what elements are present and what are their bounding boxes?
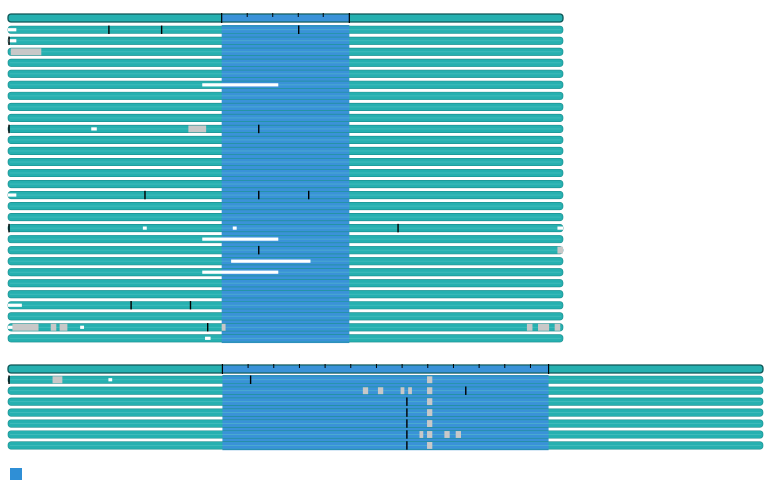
bottom-block-track-midline	[10, 390, 761, 392]
top-block-track-midline	[10, 238, 561, 240]
top-block-track-midline	[10, 326, 561, 328]
top-block-mismatch	[538, 323, 550, 331]
bottom-block-mismatch	[419, 431, 424, 438]
bottom-block-track-midline	[10, 423, 761, 424]
top-block-gap	[202, 270, 279, 274]
top-block-ruler-highlight	[221, 14, 350, 22]
top-block-track-midline	[10, 172, 561, 174]
top-block-track-midline	[10, 271, 561, 273]
top-block-gap	[557, 226, 563, 230]
bottom-block-mismatch	[52, 376, 63, 384]
top-block-mismatch	[221, 323, 226, 331]
top-block-gap	[231, 259, 311, 263]
bottom-block-track-midline	[10, 401, 761, 403]
top-block-track-midline	[10, 51, 561, 53]
top-block-gap	[8, 193, 17, 197]
top-block-track-midline	[10, 304, 561, 306]
top-block-mismatch	[526, 323, 533, 331]
bottom-block-mismatch	[408, 387, 412, 395]
top-block-track-midline	[10, 205, 561, 207]
top-block-track-midline	[10, 128, 561, 130]
top-block-mismatch	[50, 323, 57, 331]
bottom-block-gap	[108, 378, 113, 382]
top-block-gap	[202, 83, 279, 87]
top-block-gap	[202, 237, 279, 241]
top-block-gap	[8, 325, 13, 329]
bottom-block-mismatch	[427, 431, 433, 438]
top-block-track-midline	[10, 29, 561, 31]
top-block-gap	[8, 28, 17, 32]
bottom-block-mismatch	[427, 442, 433, 449]
top-block-gap	[232, 226, 237, 230]
bottom-block-track-midline	[10, 434, 761, 435]
top-block-gap	[80, 325, 85, 329]
top-block-track-midline	[10, 117, 561, 119]
top-block-track-midline	[10, 161, 561, 163]
top-block-track-midline	[10, 150, 561, 152]
bottom-block-mismatch	[427, 409, 433, 417]
top-block-gap	[91, 127, 97, 131]
top-block-mismatch	[10, 48, 42, 56]
bottom-block-mismatch	[427, 376, 433, 384]
bottom-block-mismatch	[427, 387, 433, 395]
top-block-track-midline	[10, 40, 561, 42]
bottom-block-mismatch	[377, 387, 384, 395]
top-block-gap	[205, 336, 211, 340]
bottom-block-ruler-highlight	[222, 365, 549, 373]
top-block-track-midline	[10, 106, 561, 108]
bottom-block-mismatch	[444, 431, 450, 438]
top-block-gap	[8, 303, 22, 307]
bottom-block-mismatch	[427, 420, 433, 427]
top-block-track-midline	[10, 249, 561, 251]
top-block-track-midline	[10, 194, 561, 196]
top-block-track-midline	[10, 139, 561, 141]
bottom-block-mismatch	[455, 431, 461, 438]
top-block-mismatch	[557, 246, 563, 254]
bottom-block-mismatch	[427, 398, 433, 406]
bottom-block-track-midline	[10, 412, 761, 413]
top-block-gap	[8, 39, 17, 43]
top-block-track-midline	[10, 183, 561, 185]
top-block-track-midline	[10, 227, 561, 229]
top-block-mismatch	[554, 323, 561, 331]
top-block-mismatch	[188, 125, 207, 133]
top-block-track-midline	[10, 293, 561, 295]
top-block-track-midline	[10, 216, 561, 218]
bottom-block-mismatch	[362, 387, 369, 395]
top-block-track-midline	[10, 315, 561, 317]
top-block-track-midline	[10, 282, 561, 284]
top-block-track-midline	[10, 337, 561, 339]
bottom-block-mismatch	[400, 387, 405, 395]
top-block-track-midline	[10, 84, 561, 86]
top-block-track-midline	[10, 95, 561, 97]
top-block-mismatch	[59, 323, 68, 331]
top-block-gap	[142, 226, 147, 230]
top-block-mismatch	[12, 323, 39, 331]
top-block-track-midline	[10, 62, 561, 64]
bottom-block-track-midline	[10, 445, 761, 446]
legend-swatch	[10, 468, 22, 480]
top-block-track-midline	[10, 73, 561, 75]
bottom-block-track-midline	[10, 379, 761, 381]
